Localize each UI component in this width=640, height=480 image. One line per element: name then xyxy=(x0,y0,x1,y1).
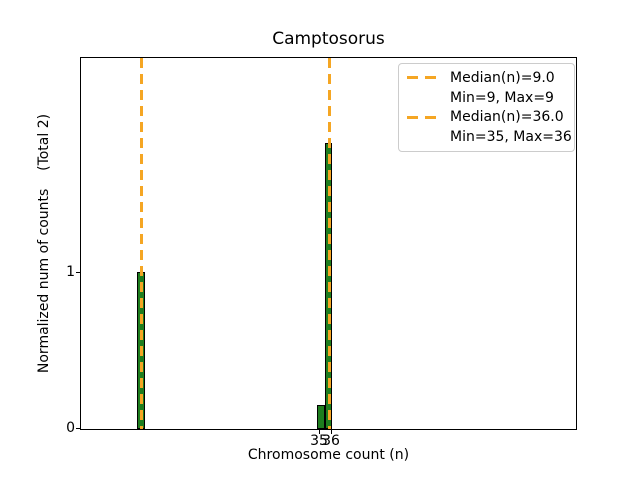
dashed-median-line-sample xyxy=(407,115,436,119)
x-axis-label: Chromosome count (n) xyxy=(247,447,410,463)
x-tick-label-36: 36 xyxy=(322,433,340,449)
x-tick-35 xyxy=(319,429,320,434)
legend-entry: Min=35, Max=36 xyxy=(407,127,572,147)
legend-label: Min=9, Max=9 xyxy=(450,89,554,106)
legend: Median(n)=9.0 Min=9, Max=9 Median(n)=36.… xyxy=(398,63,575,152)
y-tick-0 xyxy=(76,428,81,429)
y-tick-label-1: 1 xyxy=(66,264,75,280)
median-line-9 xyxy=(140,58,143,429)
legend-label: Median(n)=9.0 xyxy=(450,69,555,86)
legend-sample-spacer xyxy=(407,96,436,99)
y-tick-1 xyxy=(76,272,81,273)
dashed-median-line-sample xyxy=(407,76,436,80)
legend-label: Median(n)=36.0 xyxy=(450,109,564,126)
legend-label: Min=35, Max=36 xyxy=(450,129,572,146)
legend-entry: Median(n)=9.0 xyxy=(407,68,566,88)
chart-title: Camptosorus xyxy=(272,29,385,49)
y-axis-label: Normalized num of counts (Total 2) xyxy=(36,113,52,374)
bar-n35 xyxy=(317,405,325,429)
x-tick-label-35: 35 xyxy=(310,433,328,449)
legend-entry: Median(n)=36.0 xyxy=(407,108,566,128)
legend-sample-spacer xyxy=(407,136,436,139)
legend-entry: Min=9, Max=9 xyxy=(407,88,566,108)
median-line-36 xyxy=(328,58,331,429)
x-tick-36 xyxy=(331,429,332,434)
y-tick-label-0: 0 xyxy=(66,420,75,436)
